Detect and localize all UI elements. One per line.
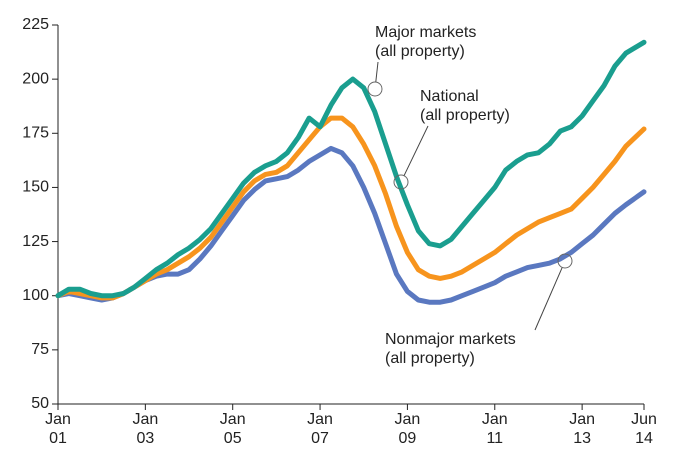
x-tick-label: 07 [311,430,329,447]
annotation: Nonmajor markets [385,331,516,348]
series-line [55,39,647,299]
leader-line [403,125,429,176]
series-line [55,115,647,301]
y-tick-label: 100 [22,287,49,304]
x-tick-label: 13 [573,430,591,447]
y-tick-label: 200 [22,70,49,87]
y-tick-label: 150 [22,179,49,196]
y-tick-label: 175 [22,125,49,142]
x-tick-label: 11 [486,430,503,447]
leader-line [375,61,379,83]
annotation: National [420,88,479,105]
y-tick-label: 125 [22,233,49,250]
annotation: (all property) [385,350,475,367]
x-tick-label: Jan [45,411,71,428]
x-tick-label: Jan [132,411,158,428]
callout-circle [393,174,409,190]
x-tick-label: 09 [399,430,417,447]
x-tick-label: Jan [307,411,333,428]
x-tick-label: 14 [635,430,653,447]
callout-circle [557,253,573,269]
annotation: (all property) [375,43,465,60]
x-tick-label: Jun [631,411,657,428]
x-tick-label: 03 [136,430,154,447]
leader-line [534,267,563,331]
y-tick-label: 50 [31,395,49,412]
x-tick-label: Jan [395,411,421,428]
annotation: (all property) [420,107,510,124]
y-tick-label: 225 [22,16,49,33]
callout-circle [367,81,383,97]
x-tick-label: Jan [569,411,595,428]
y-tick-label: 75 [31,341,49,358]
annotation: Major markets [375,24,476,41]
x-tick-label: Jan [220,411,246,428]
x-tick-label: 01 [49,430,67,447]
x-tick-label: Jan [482,411,508,428]
x-tick-label: 05 [224,430,242,447]
